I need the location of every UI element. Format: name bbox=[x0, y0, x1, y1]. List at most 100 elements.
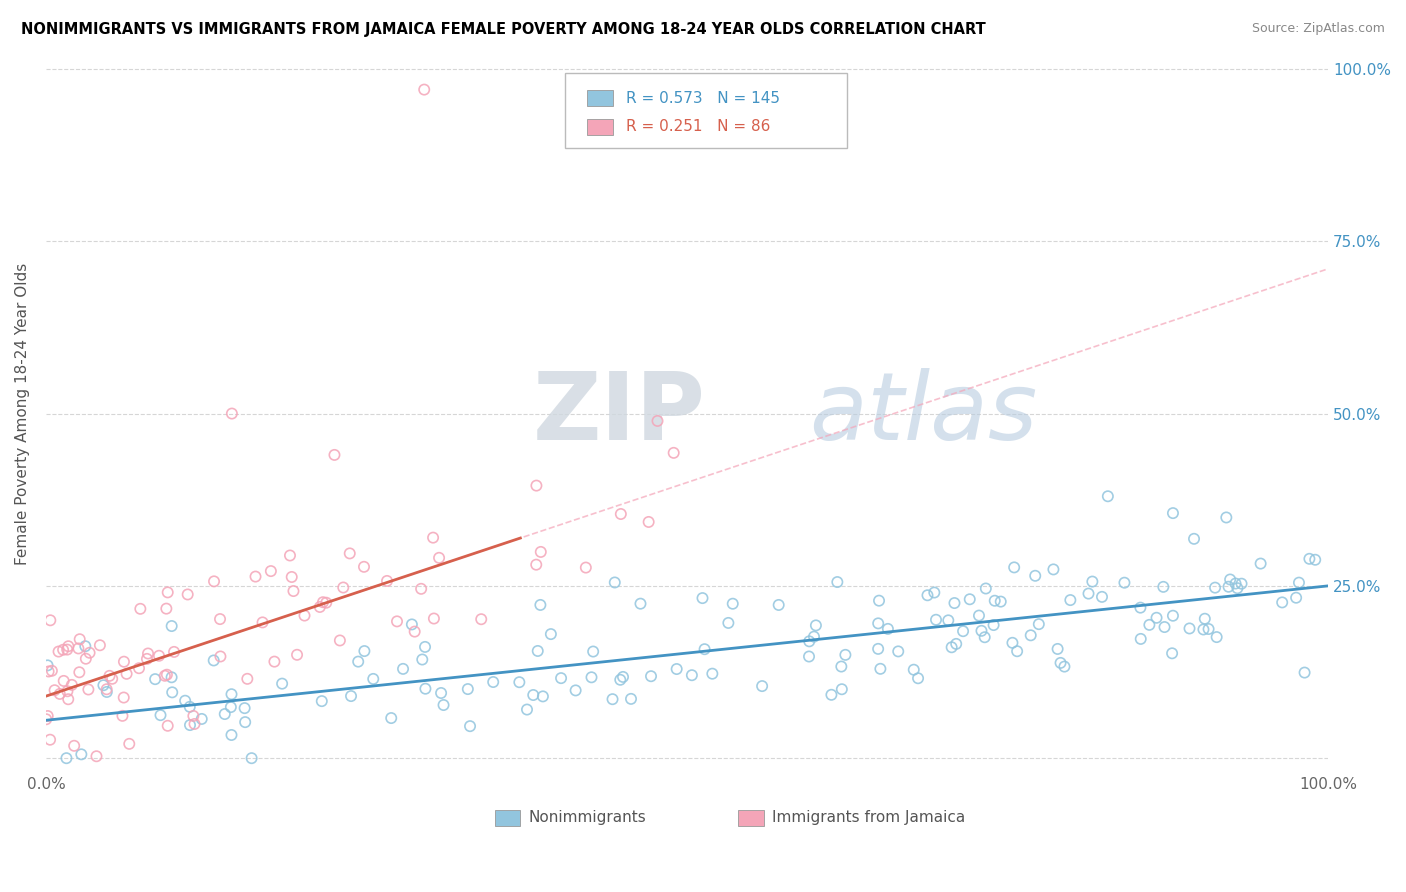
Point bbox=[1250, 557, 1272, 571]
Point bbox=[311, 694, 333, 708]
Point bbox=[830, 659, 852, 673]
Point bbox=[160, 685, 183, 699]
Point bbox=[375, 574, 398, 588]
Point bbox=[174, 694, 197, 708]
Point bbox=[283, 584, 305, 599]
Point bbox=[524, 558, 547, 572]
Point bbox=[1161, 506, 1184, 520]
Point bbox=[332, 581, 354, 595]
Point bbox=[1097, 489, 1119, 503]
Point bbox=[945, 637, 967, 651]
Point bbox=[1226, 581, 1249, 595]
Point bbox=[202, 653, 225, 667]
Point bbox=[56, 684, 79, 698]
Point bbox=[49, 687, 72, 701]
Point bbox=[41, 664, 63, 678]
Point bbox=[183, 717, 205, 731]
Point bbox=[423, 611, 446, 625]
Point bbox=[183, 709, 205, 723]
Point bbox=[56, 642, 79, 657]
Point bbox=[52, 673, 75, 688]
Point bbox=[271, 676, 294, 690]
Point bbox=[236, 672, 259, 686]
Point bbox=[924, 585, 946, 599]
Point bbox=[48, 644, 70, 658]
Point bbox=[37, 658, 59, 673]
Point bbox=[952, 624, 974, 639]
Point bbox=[176, 587, 198, 601]
Point bbox=[831, 682, 853, 697]
Point bbox=[751, 679, 773, 693]
Point bbox=[263, 655, 285, 669]
Point bbox=[413, 82, 436, 96]
Point bbox=[347, 655, 370, 669]
Point bbox=[1194, 612, 1216, 626]
Point bbox=[112, 690, 135, 705]
Point bbox=[413, 640, 436, 654]
Point bbox=[129, 602, 152, 616]
Point bbox=[39, 732, 62, 747]
Point bbox=[575, 560, 598, 574]
Point bbox=[603, 575, 626, 590]
Point bbox=[111, 709, 134, 723]
Point bbox=[582, 644, 605, 658]
Text: ZIP: ZIP bbox=[533, 368, 706, 459]
Point bbox=[58, 640, 80, 654]
Point bbox=[214, 707, 236, 722]
Point bbox=[209, 649, 232, 664]
Point bbox=[1002, 560, 1025, 574]
Point bbox=[415, 681, 437, 696]
Point bbox=[458, 719, 481, 733]
Point bbox=[163, 645, 186, 659]
Point bbox=[457, 682, 479, 697]
Point bbox=[285, 648, 308, 662]
Point bbox=[401, 617, 423, 632]
Point bbox=[67, 665, 90, 680]
Point bbox=[35, 712, 58, 726]
Point bbox=[44, 683, 66, 698]
Point bbox=[179, 699, 201, 714]
Point bbox=[52, 642, 75, 657]
Text: Nonimmigrants: Nonimmigrants bbox=[529, 810, 645, 825]
Point bbox=[411, 582, 433, 596]
Point bbox=[662, 446, 685, 460]
Point bbox=[136, 647, 159, 661]
FancyBboxPatch shape bbox=[588, 90, 613, 106]
Point bbox=[610, 507, 633, 521]
Point bbox=[1230, 576, 1253, 591]
FancyBboxPatch shape bbox=[495, 810, 520, 826]
Point bbox=[990, 594, 1012, 608]
Point bbox=[385, 615, 408, 629]
Point bbox=[55, 751, 77, 765]
Point bbox=[1053, 659, 1076, 673]
Text: Immigrants from Jamaica: Immigrants from Jamaica bbox=[772, 810, 965, 825]
Point bbox=[38, 665, 60, 679]
Point bbox=[112, 655, 135, 669]
Point bbox=[221, 728, 243, 742]
Point bbox=[1192, 623, 1215, 637]
Text: R = 0.251   N = 86: R = 0.251 N = 86 bbox=[626, 119, 770, 134]
Point bbox=[404, 624, 426, 639]
Point bbox=[294, 608, 316, 623]
Point bbox=[1114, 575, 1136, 590]
Point bbox=[340, 689, 363, 703]
Point bbox=[702, 666, 724, 681]
Point bbox=[422, 531, 444, 545]
Point bbox=[868, 641, 890, 656]
Point bbox=[797, 649, 820, 664]
Point bbox=[1288, 575, 1310, 590]
Point bbox=[148, 648, 170, 663]
Point bbox=[427, 550, 450, 565]
FancyBboxPatch shape bbox=[738, 810, 763, 826]
Point bbox=[179, 718, 201, 732]
Point bbox=[75, 639, 97, 653]
Point bbox=[1198, 622, 1220, 636]
Point bbox=[155, 601, 177, 615]
Point bbox=[1182, 532, 1205, 546]
Point bbox=[834, 648, 856, 662]
Point bbox=[1059, 593, 1081, 607]
Point bbox=[156, 719, 179, 733]
Point bbox=[482, 675, 505, 690]
Point bbox=[1129, 632, 1152, 646]
Point bbox=[219, 700, 242, 714]
